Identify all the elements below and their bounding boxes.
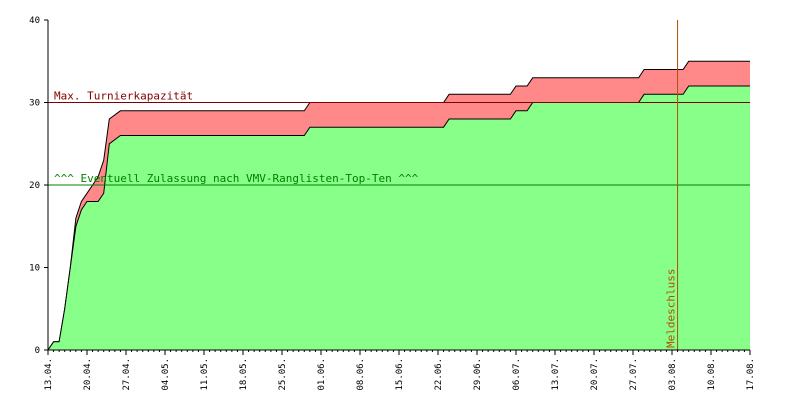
x-tick-label: 15.06. — [395, 358, 405, 391]
x-tick-label: 03.08. — [668, 358, 678, 391]
x-tick-label: 29.06. — [473, 358, 483, 391]
x-tick-label: 11.05. — [200, 358, 210, 391]
x-tick-label: 08.06. — [356, 358, 366, 391]
reference-label-0: Max. Turnierkapazität — [54, 90, 193, 103]
x-tick-label: 20.07. — [590, 358, 600, 391]
series-area-1 — [48, 86, 750, 350]
x-tick-label: 20.04. — [83, 358, 93, 391]
x-tick-label: 01.06. — [317, 358, 327, 391]
y-tick-label: 20 — [29, 181, 40, 191]
x-tick-label: 18.05. — [239, 358, 249, 391]
y-tick-label: 30 — [29, 99, 40, 109]
x-tick-label: 27.04. — [122, 358, 132, 391]
x-tick-label: 13.07. — [551, 358, 561, 391]
x-tick-label: 13.04. — [44, 358, 54, 391]
y-tick-label: 10 — [29, 264, 40, 274]
x-tick-label: 27.07. — [629, 358, 639, 391]
x-tick-label: 10.08. — [707, 358, 717, 391]
x-tick-label: 17.08. — [746, 358, 756, 391]
x-tick-label: 22.06. — [434, 358, 444, 391]
x-tick-label: 06.07. — [512, 358, 522, 391]
y-tick-label: 40 — [29, 16, 40, 26]
reference-label-2: Meldeschluss — [665, 269, 678, 348]
y-tick-label: 0 — [35, 346, 40, 356]
x-tick-label: 04.05. — [161, 358, 171, 391]
reference-label-1: ^^^ Eventuell Zulassung nach VMV-Ranglis… — [54, 172, 419, 185]
x-tick-label: 25.05. — [278, 358, 288, 391]
